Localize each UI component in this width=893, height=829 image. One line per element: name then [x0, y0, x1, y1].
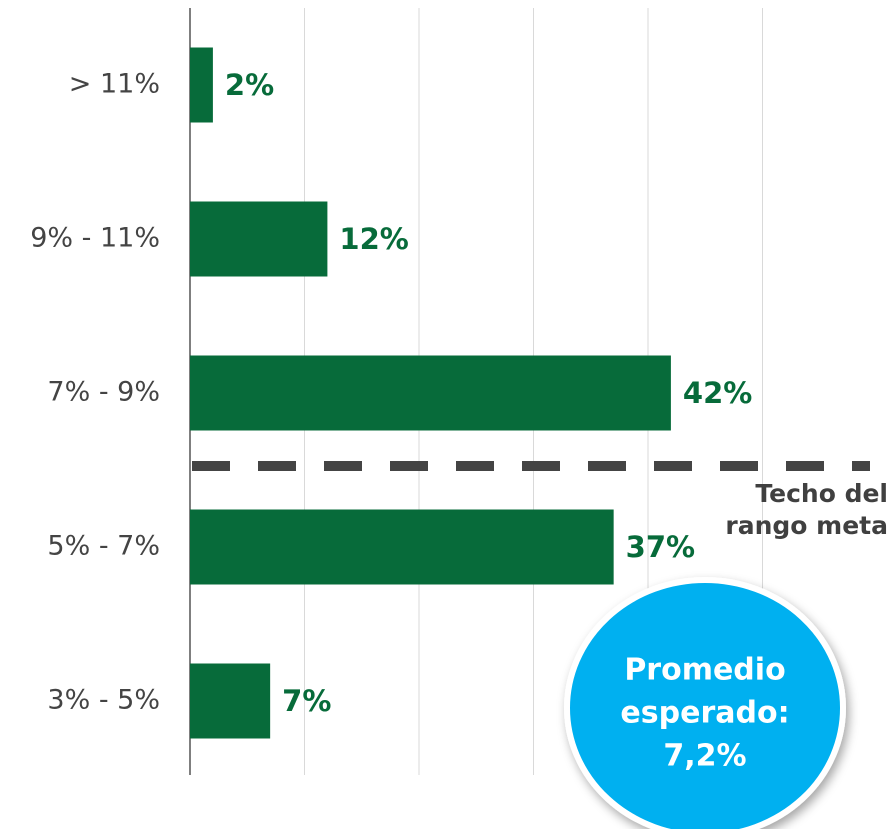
threshold-label: Techo del	[755, 479, 888, 508]
category-label: 7% - 9%	[47, 377, 160, 408]
category-label: 5% - 7%	[47, 531, 160, 562]
value-label: 7%	[282, 684, 331, 718]
bar	[190, 355, 671, 431]
bar	[190, 509, 614, 585]
value-label: 37%	[626, 530, 695, 564]
bar	[190, 663, 271, 739]
value-label: 42%	[683, 376, 752, 410]
callout-bubble	[564, 577, 846, 829]
callout-text: Promedio	[624, 653, 785, 688]
threshold-label: rango meta	[725, 511, 888, 540]
bar	[190, 47, 213, 123]
bar	[190, 201, 328, 277]
callout-text: esperado:	[620, 696, 789, 731]
category-label: > 11%	[69, 69, 160, 100]
value-label: 12%	[339, 222, 408, 256]
category-label: 9% - 11%	[30, 223, 160, 254]
value-label: 2%	[225, 68, 274, 102]
callout-text: 7,2%	[663, 739, 746, 774]
category-label: 3% - 5%	[47, 685, 160, 716]
